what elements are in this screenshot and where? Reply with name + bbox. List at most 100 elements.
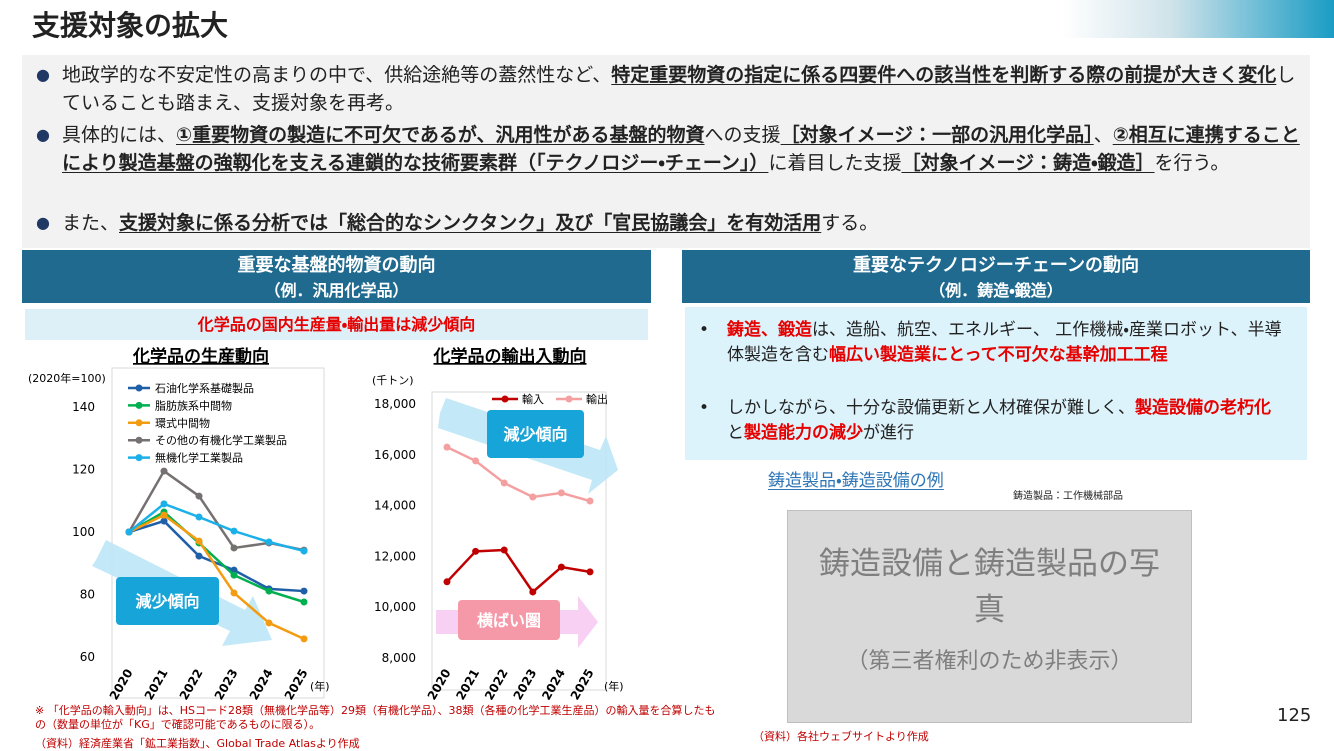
point [443,443,451,451]
legend-label: 無機化学工業製品 [155,451,243,465]
point [586,497,594,505]
point [160,467,168,475]
text: 製造能力の減少 [744,423,863,443]
annotation: 減少傾向 [135,592,199,611]
text: と [727,423,744,443]
annotation-box [487,410,584,458]
series-line [446,446,591,503]
panel-header: 重要なテクノロジーチェーンの動向 （例．鋳造・鍛造） [682,250,1310,303]
point [472,547,480,555]
legend-marker [135,384,143,392]
text: ②相互に連携することにより製造基盤の強靱化を支える連鎖的な技術要素群（「テクノロ… [62,124,1300,174]
x-tick-label: 2022 [177,667,206,703]
point [500,546,508,554]
point [195,513,203,521]
legend-marker [135,419,143,427]
point [160,511,168,519]
bullet-area: ● 地政学的な不安定性の高まりの中で、供給途絶等の蓋然性など、特定重要物資の指定に… [22,55,1310,248]
example-title: 鋳造製品・鋳造設備の例 [768,471,944,491]
x-tick-label: 2021 [453,667,482,703]
subheading: （例．汎用化学品） [264,281,409,300]
y-tick-label: 8,000 [382,651,416,665]
text: しかしながら、十分な設備更新と人材確保が難しく、 [727,398,1135,418]
y-axis-label: (千トン) [372,374,414,387]
series-line [446,548,591,594]
text: を行う。 [1154,152,1230,174]
legend-label: 石油化学系基礎製品 [155,381,254,395]
text: 地政学的な不安定性の高まりの中で、供給途絶等の蓋然性など、 [62,64,612,86]
point [300,587,308,595]
text: 支援対象に係る分析では「総合的なシンクタンク」及び「官民協議会」を有効活用 [119,212,822,234]
bullet: ● また、支援対象に係る分析では「総合的なシンクタンク」及び「官民協議会」を有効活… [36,212,879,234]
point [195,552,203,560]
x-tick-label: 2025 [282,667,311,703]
y-tick-label: 10,000 [374,600,416,614]
bullet: • 鋳造、鍛造は、造船、航空、エネルギー、 工作機械・産業ロボット、半導体製造を含… [699,320,1282,365]
placeholder-text: 鋳造設備と鋳造製品の写真 [819,546,1160,628]
text: ［対象イメージ：一部の汎用化学品］ [780,124,1094,146]
point [230,527,238,535]
legend-label: 脂肪族系中間物 [155,398,232,412]
x-tick-label: 2023 [212,667,241,703]
point [230,571,238,579]
point [265,538,273,546]
footnote: （資料）経済産業省「鉱工業指数」、Global Trade Atlasより作成 [35,737,360,750]
x-tick-label: 2021 [142,667,171,703]
text: 製造設備の老朽化 [1135,398,1271,418]
source: （資料）各社ウェブサイトより作成 [753,730,929,743]
y-tick-label: 18,000 [374,397,416,411]
annotation: 横ばい圏 [477,611,541,630]
point [300,635,308,643]
legend-label: その他の有機化学工業製品 [155,433,287,447]
y-tick-label: 12,000 [374,549,416,563]
text: ①重要物資の製造に不可欠であるが、汎用性がある基盤的物資 [176,124,705,146]
text: していることも踏まえ、支援対象を再考。 [62,64,1296,114]
text: また、 [62,212,120,234]
text: が進行 [863,423,914,443]
point [265,587,273,595]
legend-label: 環式中間物 [155,416,210,430]
text: 鋳造、鍛造 [727,320,812,340]
legend-marker [135,436,143,444]
point [472,457,480,465]
series-line [128,513,305,641]
x-axis-label: (年) [604,679,624,693]
text: 、 [1093,124,1113,146]
y-tick-label: 80 [80,588,95,602]
x-tick-label: 2025 [568,667,597,703]
point [160,500,168,508]
y-tick-label: 16,000 [374,448,416,462]
header-band [1063,0,1334,38]
slide-title: 支援対象の拡大 [32,9,229,42]
chart-frame [111,367,325,699]
point [195,537,203,545]
point [195,492,203,500]
series-line [128,519,305,593]
placeholder-note: （第三者権利のため非表示） [846,649,1133,674]
caption: 鋳造製品：工作機械部品 [1013,491,1123,502]
text: する。 [821,212,879,234]
heading: 重要なテクノロジーチェーンの動向 [852,255,1140,276]
footnote: ※ 「化学品の輸入動向」は、HSコード28類（無機化学品等）29類（有機化学品）… [35,704,716,731]
chart-title: 化学品の輸出入動向 [433,346,587,367]
text: 幅広い製造業にとって不可欠な基幹加工工程 [829,345,1168,365]
chart-title: 化学品の生産動向 [132,346,269,367]
text: 特定重要物資の指定に係る四要件への該当性を判断する際の前提が大きく変化 [611,64,1277,86]
point [125,528,133,536]
legend-marker [135,454,143,462]
legend-marker [135,401,143,409]
x-tick-label: 2022 [482,667,511,703]
legend-label: 輸入 [522,393,544,406]
text: は、造船、航空、エネルギー、 工作機械・産業ロボット、半導体製造を含む [727,320,1282,365]
point [265,619,273,627]
x-tick-label: 2023 [511,667,540,703]
point [500,479,508,487]
point [529,588,537,596]
annotation: 減少傾向 [503,425,567,444]
point [557,489,565,497]
x-tick-label: 2024 [539,667,568,703]
page-number: 125 [1277,705,1312,726]
text: に着目した支援 [768,152,902,174]
